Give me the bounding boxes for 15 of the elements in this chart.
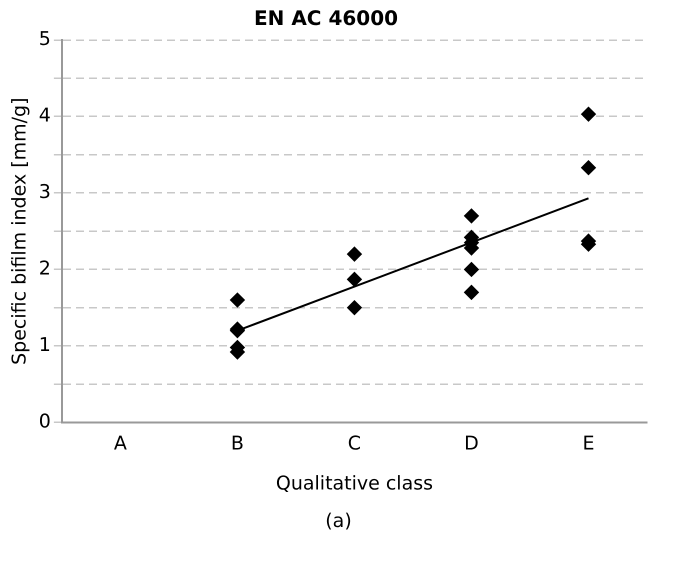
chart-title: EN AC 46000	[254, 6, 398, 30]
x-tick-label: E	[582, 432, 594, 455]
y-tick-label: 2	[38, 257, 51, 280]
y-tick-label: 4	[38, 104, 51, 126]
x-tick-label: C	[348, 432, 362, 455]
x-tick-label: D	[464, 432, 479, 455]
x-axis-title: Qualitative class	[276, 472, 434, 495]
y-axis-title: Specific bifilm index [mm/g]	[8, 97, 30, 365]
x-tick-label: A	[114, 432, 127, 455]
text: (a)	[324, 510, 353, 532]
y-tick-label: 5	[38, 28, 51, 50]
y-tick-label: 3	[38, 180, 51, 203]
x-tick-label: B	[230, 432, 244, 455]
y-tick-label: 1	[38, 334, 51, 356]
y-tick-label: 0	[38, 410, 51, 432]
